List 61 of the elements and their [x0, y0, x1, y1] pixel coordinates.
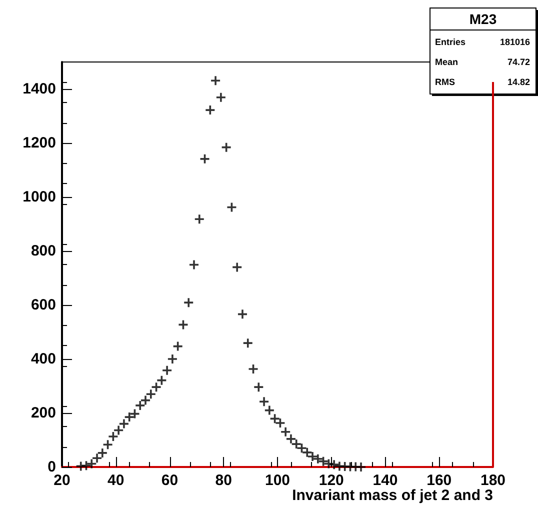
x-tick-label: 20	[54, 472, 70, 489]
point	[264, 406, 274, 415]
text: RMS 14.82	[435, 77, 530, 87]
x-tick-label: 120	[318, 472, 344, 489]
point	[124, 412, 134, 422]
point	[281, 427, 290, 436]
point	[356, 462, 366, 472]
text: Entries 181016	[435, 37, 530, 47]
point	[308, 452, 318, 461]
point	[162, 366, 172, 375]
point	[216, 92, 226, 102]
point	[254, 382, 264, 392]
point	[260, 397, 269, 406]
point	[152, 382, 161, 392]
point	[330, 460, 339, 470]
point	[206, 106, 215, 115]
point	[243, 338, 252, 348]
point	[238, 310, 247, 319]
point	[103, 440, 112, 450]
x-tick-label: 180	[480, 472, 506, 489]
y-tick-label: 800	[30, 242, 56, 260]
x-tick-label: 40	[108, 472, 124, 489]
text: Mean 74.72	[435, 57, 530, 67]
point	[276, 418, 285, 428]
point	[302, 448, 312, 457]
x-tick-label: 80	[215, 472, 232, 489]
point	[286, 434, 296, 444]
point	[141, 396, 150, 405]
x-tick-label: 160	[426, 472, 452, 489]
y-tick-label: 1000	[22, 188, 56, 206]
point	[232, 262, 242, 272]
x-tick-label: 100	[264, 472, 290, 489]
point	[82, 461, 91, 470]
point	[146, 390, 156, 399]
point	[194, 214, 204, 224]
point	[92, 454, 102, 463]
point	[98, 448, 107, 458]
point	[189, 260, 198, 270]
point	[313, 454, 322, 464]
y-tick-label: 0	[48, 458, 56, 476]
point	[200, 154, 210, 164]
y-tick-label: 600	[30, 296, 56, 314]
point	[114, 426, 124, 435]
chart-title: M23	[469, 11, 497, 27]
x-tick-label: 140	[372, 472, 398, 489]
point	[292, 440, 301, 449]
point	[184, 298, 194, 308]
y-tick-label: 400	[30, 350, 56, 368]
point	[136, 400, 145, 410]
point	[87, 459, 96, 468]
point	[211, 76, 220, 86]
y-tick-label: 1400	[22, 80, 56, 98]
point	[168, 354, 177, 364]
x-tick-label: 60	[161, 472, 178, 489]
point	[119, 419, 128, 428]
y-tick-label: 1200	[22, 134, 56, 152]
point	[297, 444, 306, 453]
x-axis-title: Invariant mass of jet 2 and 3	[292, 487, 493, 504]
y-tick-label: 200	[30, 404, 56, 422]
point	[248, 364, 258, 374]
point	[108, 432, 118, 441]
